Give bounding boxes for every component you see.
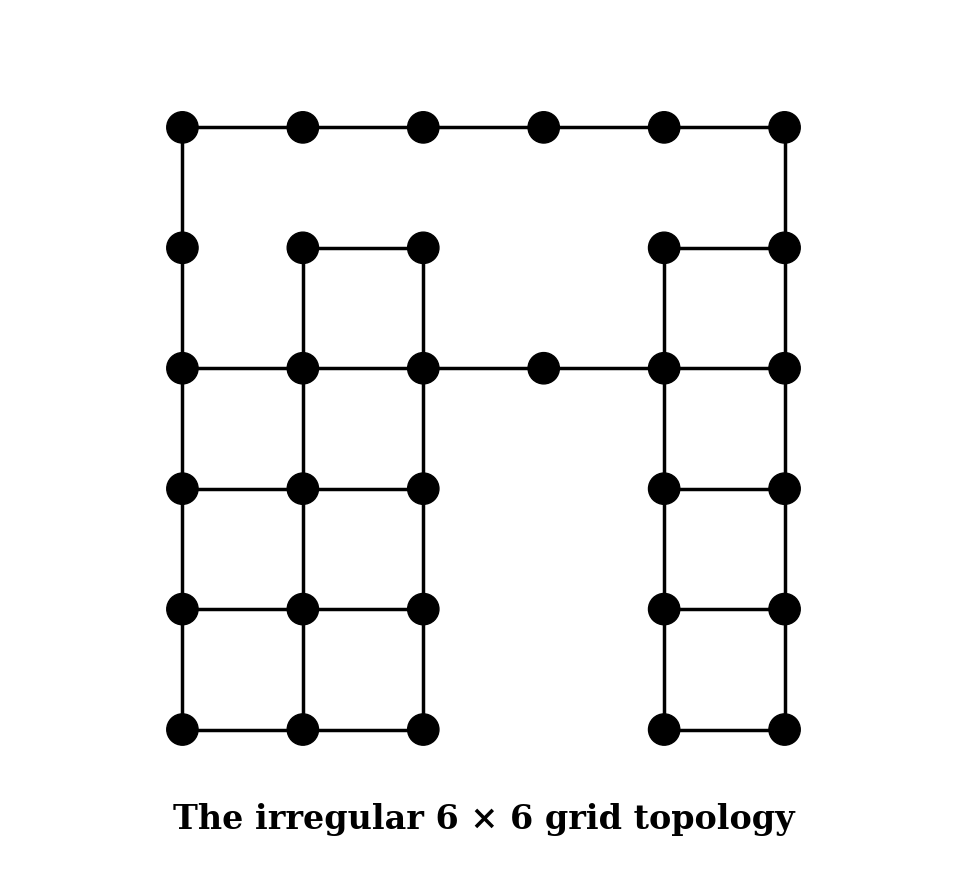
Circle shape — [769, 473, 801, 504]
Circle shape — [649, 473, 680, 504]
Circle shape — [166, 112, 198, 143]
Circle shape — [408, 714, 439, 745]
Circle shape — [769, 112, 801, 143]
Circle shape — [408, 594, 439, 625]
Circle shape — [769, 352, 801, 384]
Circle shape — [166, 594, 198, 625]
Circle shape — [408, 233, 439, 263]
Circle shape — [287, 594, 318, 625]
Circle shape — [649, 714, 680, 745]
Circle shape — [287, 233, 318, 263]
Text: The irregular 6 × 6 grid topology: The irregular 6 × 6 grid topology — [173, 803, 794, 836]
Circle shape — [166, 714, 198, 745]
Circle shape — [287, 352, 318, 384]
Circle shape — [769, 233, 801, 263]
Circle shape — [769, 714, 801, 745]
Circle shape — [649, 594, 680, 625]
Circle shape — [408, 112, 439, 143]
Circle shape — [166, 352, 198, 384]
Circle shape — [528, 352, 559, 384]
Circle shape — [287, 473, 318, 504]
Circle shape — [649, 112, 680, 143]
Circle shape — [408, 352, 439, 384]
Circle shape — [287, 714, 318, 745]
Circle shape — [287, 112, 318, 143]
Circle shape — [166, 473, 198, 504]
Circle shape — [769, 594, 801, 625]
Circle shape — [166, 233, 198, 263]
Circle shape — [649, 352, 680, 384]
Circle shape — [528, 112, 559, 143]
Circle shape — [408, 473, 439, 504]
Circle shape — [649, 233, 680, 263]
